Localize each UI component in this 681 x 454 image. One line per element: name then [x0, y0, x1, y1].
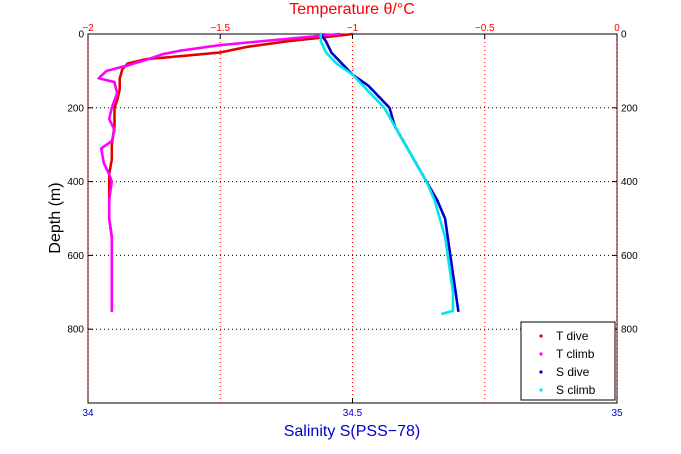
- right-tick-label: 0: [621, 30, 627, 41]
- legend-label-s-climb: S climb: [556, 383, 596, 397]
- bottom-tick-label: 34: [82, 408, 94, 419]
- left-tick-label: 400: [67, 177, 84, 188]
- series-t-climb: [97, 32, 341, 313]
- data-point: [441, 312, 444, 316]
- axis-ticks: −2 −1.5 −1 −0.5 0 34 34.5 35 0 200 400 600 800 0 200 40…: [67, 23, 638, 419]
- right-tick-label: 200: [621, 103, 638, 114]
- legend-entry-t-climb: T climb: [539, 347, 595, 361]
- legend-marker-s-climb: [539, 388, 543, 392]
- bottom-axis-title: Salinity S(PSS−78): [284, 423, 421, 440]
- series-s-climb: [319, 32, 455, 316]
- left-axis-title: Depth (m): [47, 182, 64, 253]
- legend-box: [520, 321, 616, 401]
- legend-marker-s-dive: [539, 370, 543, 374]
- right-tick-label: 800: [621, 325, 638, 336]
- top-tick-label: −1: [347, 23, 359, 34]
- left-tick-label: 600: [67, 251, 84, 262]
- right-tick-label: 600: [621, 251, 638, 262]
- data-point: [457, 309, 460, 313]
- data-point: [110, 309, 114, 313]
- legend-label-s-dive: S dive: [556, 365, 590, 379]
- bottom-tick-label: 35: [611, 408, 623, 419]
- top-tick-label: 0: [614, 23, 620, 34]
- legend-label-t-climb: T climb: [556, 347, 595, 361]
- left-tick-label: 800: [67, 325, 84, 336]
- bottom-tick-label: 34.5: [343, 408, 363, 419]
- left-tick-label: 0: [78, 30, 84, 41]
- legend-entry-s-climb: S climb: [539, 383, 596, 397]
- legend-marker-t-climb: [539, 352, 543, 356]
- legend-entry-s-dive: S dive: [539, 365, 590, 379]
- left-tick-label: 200: [67, 103, 84, 114]
- legend: T dive T climb S dive S climb: [520, 321, 616, 401]
- legend-marker-t-dive: [539, 334, 543, 338]
- series-t-dive: [107, 32, 354, 313]
- legend-label-t-dive: T dive: [556, 329, 589, 343]
- top-tick-label: −0.5: [475, 23, 495, 34]
- top-tick-label: −2: [82, 23, 94, 34]
- top-axis-title: Temperature θ/°C: [289, 1, 415, 18]
- top-tick-label: −1.5: [210, 23, 230, 34]
- data-points: [97, 32, 460, 316]
- right-tick-label: 400: [621, 177, 638, 188]
- legend-entry-t-dive: T dive: [539, 329, 589, 343]
